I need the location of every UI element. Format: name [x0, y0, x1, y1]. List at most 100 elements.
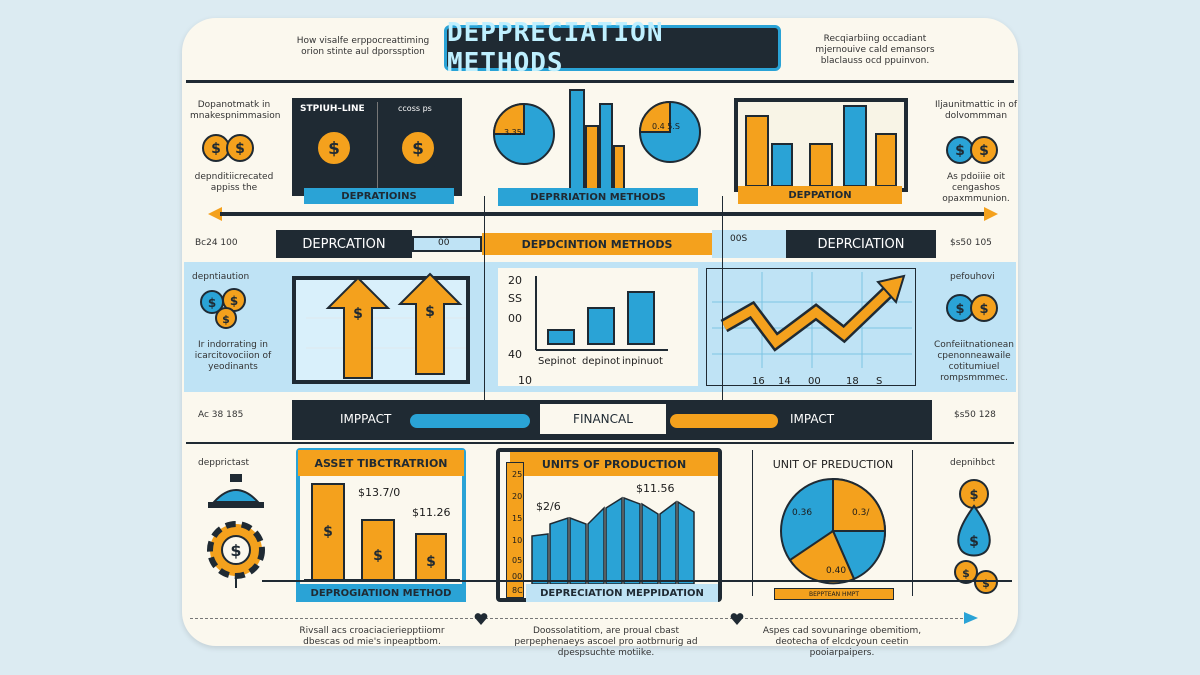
svg-text:$: $	[328, 139, 340, 159]
y-axis-label: 20	[512, 492, 523, 501]
pie-label: 0.40	[826, 566, 847, 576]
pie-label: 0.36	[792, 508, 813, 518]
right-note-6: $s50 128	[954, 410, 996, 420]
top-note-right: Recqiarbiing occadiant mjernouive cald e…	[815, 34, 935, 66]
panel-divider	[377, 102, 378, 188]
left-note-4: depntiaution	[192, 272, 250, 282]
svg-text:$: $	[412, 139, 424, 159]
left-note-2: depnditiicrecated appiss the	[194, 172, 274, 193]
panel-strip-label: DEPRATIOINS	[304, 188, 454, 204]
x-axis-label: inpinuot	[622, 356, 663, 367]
page-title: DEPPRECIATION METHODS	[444, 18, 781, 78]
pie-label: 0.3/	[852, 508, 870, 518]
left-note-3: Bc24 100	[195, 238, 238, 248]
center-bar-chart	[532, 276, 672, 356]
heart-icon	[474, 612, 488, 626]
section-bar-mid: FINANCAL	[540, 404, 666, 434]
y-axis-label: 00	[508, 312, 522, 325]
y-axis-ruler	[506, 462, 524, 598]
bar-chart-illustration	[742, 104, 902, 186]
svg-text:$: $	[211, 141, 221, 157]
panel-strip-label: DEPRRIATION METHODS	[498, 188, 698, 206]
divider-line	[752, 450, 753, 596]
divider-line	[722, 196, 723, 426]
right-note-2: As pdoiiie oit cengashos opaxmmunion.	[942, 172, 1010, 204]
panel-title: ASSET TIBCTRATRION	[298, 450, 464, 476]
x-axis-label: 14	[778, 376, 791, 387]
section-bar-mid: DEPDCINTION METHODS	[482, 233, 712, 255]
value-label: $2/6	[536, 500, 561, 513]
coins-icon: $ $	[944, 132, 1004, 168]
svg-text:$: $	[323, 524, 333, 540]
coin-gear-icon: $	[390, 122, 446, 174]
impact-pill	[410, 414, 530, 428]
svg-text:$: $	[426, 554, 436, 570]
divider-line	[912, 450, 913, 596]
heart-icon	[730, 612, 744, 626]
left-note-1: Dopanotmatk in mnakespnimmasion	[190, 100, 281, 121]
svg-text:$: $	[222, 313, 230, 326]
timeline-arrow	[208, 206, 998, 222]
value-label: $11.26	[412, 506, 451, 519]
svg-text:$: $	[425, 304, 435, 320]
coins-icon: $ $	[944, 286, 1004, 330]
section-bar-right: IMPACT	[790, 412, 835, 426]
divider-line	[186, 442, 1014, 444]
panel-strip-label: DEPROGIATIION METHOD	[296, 584, 466, 602]
bottom-dashed-line	[190, 618, 968, 619]
money-bags-chart: $ $ $	[304, 476, 460, 582]
coins-icon: $ $	[200, 130, 260, 166]
units-bar-chart	[528, 494, 714, 586]
y-axis-label: 8C	[512, 586, 523, 595]
left-note-7: depprictast	[198, 458, 250, 468]
y-axis-label: 25	[512, 470, 523, 479]
panel-strip-label: DEPPATION	[738, 186, 902, 204]
svg-text:$: $	[235, 141, 245, 157]
svg-text:$: $	[982, 577, 990, 590]
y-axis-label: 05	[512, 556, 523, 565]
section-bar-left: IMPPACT	[340, 412, 392, 426]
right-note-3: $s50 105	[950, 238, 992, 248]
top-rule	[186, 80, 1014, 83]
panel-strip-label: BEPPTEAN HMPT	[774, 588, 894, 600]
svg-text:$: $	[955, 302, 964, 317]
svg-text:$: $	[969, 534, 979, 550]
y-axis-label: 20	[508, 274, 522, 287]
x-axis-label: S	[876, 376, 883, 387]
up-arrows-illustration: $ $	[306, 268, 466, 382]
bottom-note-right: Aspes cad sovunaringe obemitiom, deotech…	[762, 626, 922, 658]
pie-label: 3.35	[504, 128, 522, 137]
section-bar-left: DEPRCATION	[276, 230, 412, 258]
right-note-5: Confeiitnationean cpenonneawaile cotitum…	[934, 340, 1014, 383]
svg-text:$: $	[230, 294, 238, 308]
bottom-note-left: Rivsall acs croaciacieriepptiiomr dbesca…	[299, 626, 445, 647]
svg-text:$: $	[962, 567, 970, 580]
section-bar-small: 00S	[712, 230, 786, 258]
panel-strip-label: DEPRECIATION MEPPIDATION	[526, 584, 718, 602]
coin-gear-icon: $	[306, 122, 362, 174]
divider-line	[484, 196, 485, 426]
svg-text:$: $	[373, 548, 383, 564]
svg-text:$: $	[353, 306, 363, 322]
trend-arrow-chart	[712, 272, 912, 368]
pie-label: 0.4 5.S	[652, 122, 680, 131]
svg-text:$: $	[979, 143, 989, 159]
y-axis-label: 00	[512, 572, 523, 581]
y-axis-label: 15	[512, 514, 523, 523]
coin-drop-icon: $ $ $ $	[946, 472, 1006, 596]
svg-text:$: $	[979, 302, 988, 317]
x-axis-start-label: 10	[518, 374, 532, 387]
y-axis-label: 40	[508, 348, 522, 361]
panel-heading: STPIUH–LINE	[300, 104, 365, 114]
right-note-7: depnihbct	[950, 458, 996, 468]
impact-pill	[670, 414, 778, 428]
bottom-note-mid: Doossolatitiom, are proual cbast perpeph…	[514, 626, 698, 658]
x-axis-label: depinot	[582, 356, 621, 367]
svg-text:$: $	[230, 541, 241, 560]
panel-title: UNIT OF PREDUCTION	[772, 458, 894, 471]
pie-chart	[770, 476, 896, 586]
x-axis-label: 00	[808, 376, 821, 387]
y-axis-label: 10	[512, 536, 523, 545]
y-axis-label: SS	[508, 292, 522, 305]
panel-title: UNITS OF PRODUCTION	[510, 452, 718, 476]
